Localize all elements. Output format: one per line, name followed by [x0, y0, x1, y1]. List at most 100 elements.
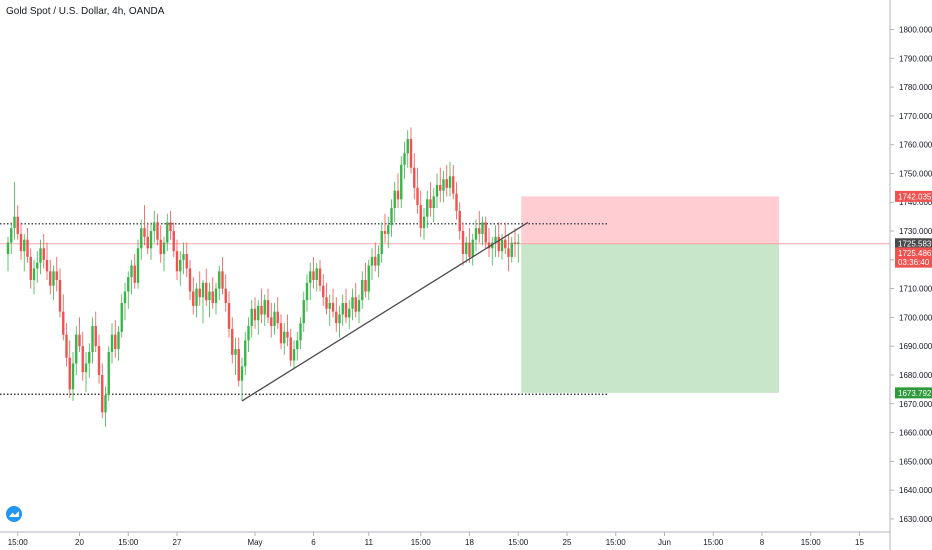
candle — [270, 303, 273, 338]
stop-loss-zone — [521, 196, 779, 244]
x-tick-label: 15:00 — [8, 538, 29, 547]
candle-body — [247, 326, 250, 341]
chart-title: Gold Spot / U.S. Dollar, 4h, OANDA — [6, 6, 165, 17]
price-tag-label: 1742.035 — [898, 192, 932, 201]
candle-body — [227, 303, 231, 329]
candle-body — [396, 190, 400, 200]
candle — [484, 216, 487, 249]
candle — [266, 288, 270, 324]
candle-body — [416, 187, 419, 206]
candle-body — [517, 242, 520, 244]
candle — [283, 323, 286, 355]
candle-body — [117, 331, 120, 350]
candle — [292, 340, 296, 370]
candle — [13, 182, 16, 240]
candle — [299, 317, 302, 350]
candle — [406, 130, 409, 168]
candle-body — [286, 331, 289, 338]
y-tick-label: 1780.000 — [899, 83, 932, 92]
candle — [240, 357, 244, 401]
candle-body — [52, 271, 55, 286]
candle — [179, 251, 182, 286]
candle-body — [114, 334, 117, 350]
candle — [338, 305, 341, 338]
candle-body — [39, 248, 42, 263]
candle — [10, 222, 13, 255]
candle — [94, 311, 97, 352]
candle-body — [270, 317, 273, 327]
candle — [367, 259, 370, 301]
candle — [361, 271, 364, 309]
x-tick-label: 15:00 — [801, 538, 822, 547]
candle-body — [377, 254, 380, 266]
candle-body — [289, 337, 292, 361]
candle-body — [257, 305, 260, 321]
price-tag: 1725.486 — [895, 247, 932, 259]
candle-body — [120, 303, 123, 332]
candle — [221, 256, 224, 295]
candle-body — [331, 303, 335, 312]
y-tick-label: 1630.000 — [899, 515, 932, 524]
trendline-group[interactable] — [241, 221, 529, 402]
candle — [247, 317, 250, 352]
candle-body — [367, 265, 370, 292]
candle-body — [429, 199, 432, 208]
candle — [357, 294, 361, 324]
candle-body — [513, 242, 517, 244]
candle-body — [426, 199, 429, 217]
candle-body — [16, 216, 19, 234]
candle — [322, 274, 325, 306]
candle — [75, 326, 78, 375]
candle-body — [361, 279, 364, 301]
candle — [302, 291, 305, 332]
price-tag-label: 1673.792 — [898, 389, 932, 398]
candle-body — [341, 303, 344, 315]
candle — [149, 222, 153, 260]
candle-body — [19, 233, 23, 252]
candle-body — [94, 326, 97, 347]
candle-body — [221, 271, 224, 289]
candle-body — [273, 311, 276, 327]
candle-body — [487, 242, 491, 249]
candle — [146, 222, 149, 255]
candle — [58, 268, 62, 318]
y-tick-label: 1640.000 — [899, 486, 932, 495]
candle — [120, 294, 123, 338]
candle — [312, 256, 315, 289]
candle — [195, 282, 198, 318]
candle-body — [6, 242, 10, 255]
candle-body — [65, 334, 68, 358]
candle-body — [374, 256, 377, 266]
candle — [130, 259, 133, 295]
candle-body — [250, 308, 253, 327]
candle-body — [179, 259, 182, 272]
candle — [309, 262, 312, 301]
candle — [214, 282, 218, 315]
candle-body — [75, 334, 78, 364]
axes — [0, 0, 891, 550]
candle-body — [315, 268, 318, 280]
candle-body — [283, 331, 286, 344]
candle — [162, 236, 166, 272]
position-zones[interactable] — [521, 196, 779, 393]
candle-body — [338, 314, 341, 324]
candle — [393, 182, 396, 223]
price-tag-bg — [895, 256, 932, 268]
candle — [439, 167, 442, 203]
price-tag-label: 1725.486 — [898, 249, 932, 258]
candle-body — [224, 288, 227, 304]
x-tick-label: 20 — [75, 538, 84, 547]
candle-body — [432, 196, 435, 208]
candle — [175, 239, 179, 280]
y-tick-label: 1740.000 — [899, 198, 932, 207]
candle-body — [442, 179, 445, 191]
tradingview-logo-icon[interactable] — [6, 506, 22, 522]
candle — [435, 173, 439, 208]
candle-body — [309, 271, 312, 283]
candle — [448, 161, 452, 197]
candle — [507, 233, 510, 272]
candle — [208, 282, 211, 318]
candle — [403, 141, 406, 180]
x-tick-label: 25 — [563, 538, 572, 547]
